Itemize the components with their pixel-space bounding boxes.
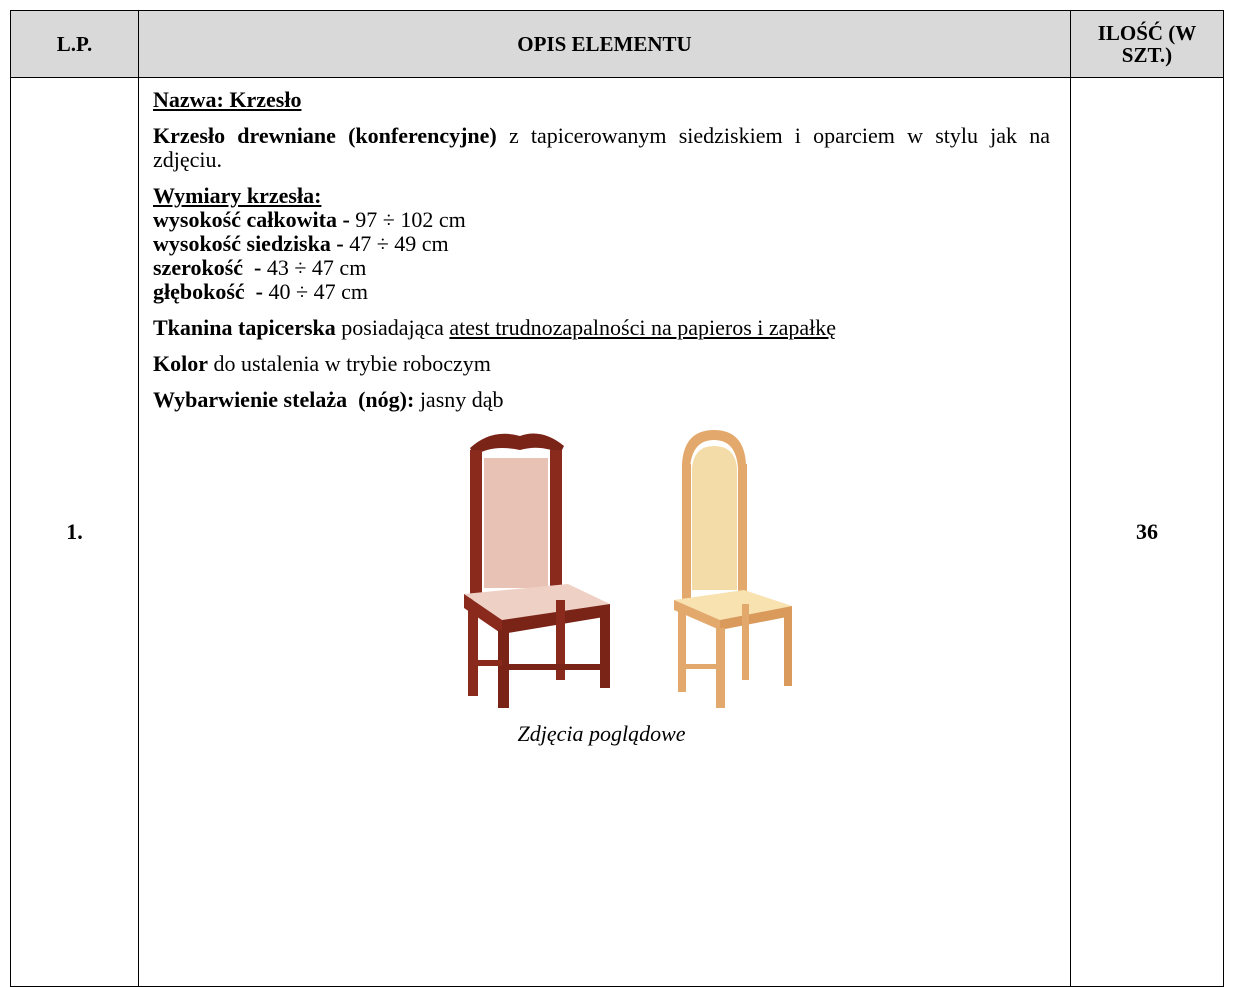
bold-text: Wybarwienie stelaża (nóg): — [153, 387, 415, 412]
frame: Wybarwienie stelaża (nóg): jasny dąb — [153, 388, 1050, 412]
item-name: Nazwa: Krzesło — [153, 87, 302, 112]
header-cell: ILOŚĆ (W SZT.) — [1070, 10, 1224, 78]
underlined-text: atest trudnozapalności na papieros i zap… — [449, 315, 837, 340]
text: jasny dąb — [419, 387, 504, 412]
chair-photos — [463, 430, 792, 708]
header-row: L.P. OPIS ELEMENTU ILOŚĆ (W SZT.) — [10, 10, 1224, 78]
dimension-label: szerokość - — [153, 255, 262, 280]
text: do ustalenia w trybie roboczym — [213, 351, 491, 376]
lp-cell: 1. — [10, 77, 139, 987]
light-chair — [673, 430, 792, 708]
body-row: 1. Nazwa: Krzesło Krzesło drewniane (kon… — [10, 77, 1224, 987]
bold-text: Kolor — [153, 351, 208, 376]
dimension: szerokość - 43 ÷ 47 cm — [153, 256, 1050, 280]
dimensions-heading: Wymiary krzesła: — [153, 183, 322, 208]
header-cell: OPIS ELEMENTU — [138, 10, 1071, 78]
bold-text: Krzesło drewniane (konferencyjne) — [153, 123, 497, 148]
dimension: wysokość siedziska - 47 ÷ 49 cm — [153, 232, 1050, 256]
caption: Zdjęcia poglądowe — [517, 721, 686, 746]
text: z tapicerowanym siedziskiem i oparciem w… — [153, 123, 1051, 172]
fabric: Tkanina tapicerska posiadająca atest tru… — [153, 316, 1050, 340]
dimension-value: 43 ÷ 47 cm — [266, 255, 367, 280]
dimension-value: 47 ÷ 49 cm — [349, 231, 449, 256]
description-cell: Nazwa: Krzesło Krzesło drewniane (konfer… — [138, 77, 1071, 987]
dimension-value: 97 ÷ 102 cm — [355, 207, 466, 232]
dimension-label: głębokość - — [153, 279, 263, 304]
text: posiadająca — [341, 315, 444, 340]
bold-text: Tkanina tapicerska — [153, 315, 336, 340]
dimension-label: wysokość całkowita - — [153, 207, 350, 232]
dimension: głębokość - 40 ÷ 47 cm — [153, 280, 1050, 304]
header-cell: L.P. — [10, 10, 139, 78]
color: Kolor do ustalenia w trybie roboczym — [153, 352, 1050, 376]
dimension-label: wysokość siedziska - — [153, 231, 344, 256]
dimensions: Wymiary krzesła: wysokość całkowita - 97… — [153, 184, 1050, 304]
intro: Krzesło drewniane (konferencyjne) z tapi… — [153, 124, 1050, 172]
dark-chair — [463, 433, 610, 708]
spec-table: L.P. OPIS ELEMENTU ILOŚĆ (W SZT.) 1. Naz… — [10, 10, 1224, 987]
dimension: wysokość całkowita - 97 ÷ 102 cm — [153, 208, 1050, 232]
dimension-value: 40 ÷ 47 cm — [268, 279, 368, 304]
quantity-cell: 36 — [1070, 77, 1224, 987]
